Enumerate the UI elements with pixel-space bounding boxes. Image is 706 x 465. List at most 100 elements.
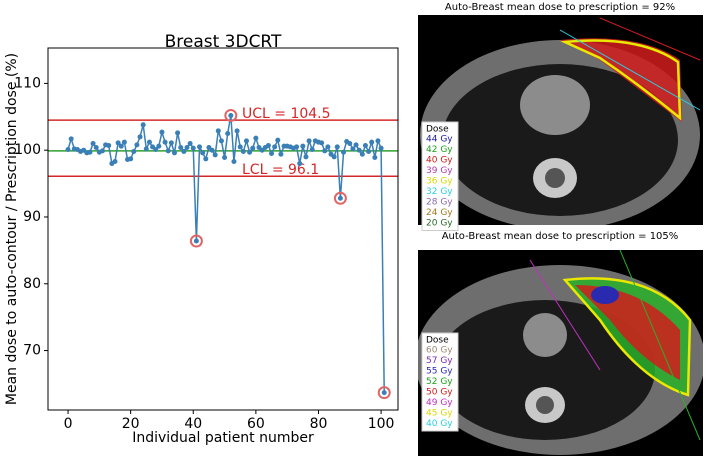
chart-title: Breast 3DCRT [165, 32, 282, 52]
legend-entry: 40 Gy [426, 419, 453, 429]
data-point [146, 139, 152, 145]
data-point [350, 146, 356, 152]
data-point [265, 143, 271, 149]
legend-entry: 55 Gy [426, 367, 453, 377]
legend-entry: 45 Gy [426, 409, 453, 419]
data-point [272, 144, 278, 150]
data-point [90, 141, 96, 147]
data-point [175, 130, 181, 136]
data-point [121, 139, 127, 145]
data-point [193, 238, 199, 244]
x-tick-label: 20 [122, 416, 140, 432]
image-title: Auto-Breast mean dose to prescription = … [445, 2, 675, 13]
data-point [118, 143, 124, 149]
y-axis-label: Mean dose to auto-contour / Prescription… [4, 53, 20, 405]
data-point [253, 135, 259, 141]
data-point [99, 148, 105, 154]
plot-frame [47, 47, 399, 411]
legend-entry: 60 Gy [426, 346, 453, 356]
data-point [347, 141, 353, 147]
data-point [87, 149, 93, 155]
data-point [215, 128, 221, 134]
data-point [143, 146, 149, 152]
data-point [247, 149, 253, 155]
data-point [294, 144, 300, 150]
data-point [106, 143, 112, 149]
x-tick-label: 80 [310, 416, 328, 432]
data-point [309, 147, 315, 153]
data-point [228, 112, 234, 118]
data-point [162, 139, 168, 145]
data-point [218, 138, 224, 144]
y-tick-label: 80 [23, 276, 41, 292]
legend-entry: 24 Gy [426, 208, 453, 218]
data-point [112, 159, 118, 165]
data-point [140, 122, 146, 128]
legend-entry: 40 Gy [426, 156, 453, 166]
data-point [297, 161, 303, 167]
data-point [303, 154, 309, 160]
outlier-circle [377, 386, 391, 400]
legend-title: Dose [426, 336, 449, 346]
reference-label: UCL = 104.5 [242, 106, 331, 122]
data-point [375, 138, 381, 144]
data-point [356, 147, 362, 153]
y-tick-label: 110 [14, 75, 41, 91]
data-point [197, 144, 203, 150]
data-point [275, 137, 281, 143]
data-point [240, 149, 246, 155]
data-point [156, 143, 162, 149]
legend-entry: 50 Gy [426, 388, 453, 398]
data-point [231, 159, 237, 165]
data-point [134, 142, 140, 148]
data-point [171, 150, 177, 156]
data-point [159, 129, 165, 135]
data-point [209, 147, 215, 153]
data-point [225, 130, 231, 136]
reference-label: LCL = 96.1 [242, 162, 319, 178]
data-point [366, 149, 372, 155]
data-point [243, 138, 249, 144]
data-point [187, 141, 193, 147]
data-point [300, 143, 306, 149]
data-point [203, 156, 209, 162]
data-point [353, 142, 359, 148]
data-point [331, 154, 337, 160]
data-point [181, 149, 187, 155]
data-point [115, 140, 121, 146]
data-point [165, 148, 171, 154]
data-point [337, 195, 343, 201]
data-point [359, 151, 365, 157]
data-point [250, 145, 256, 151]
legend-entry: 36 Gy [426, 177, 453, 187]
data-point [68, 136, 74, 142]
data-point [93, 145, 99, 151]
legend-entry: 20 Gy [426, 219, 453, 229]
data-point [237, 144, 243, 150]
legend-box [421, 332, 459, 432]
legend-entry: 32 Gy [426, 187, 453, 197]
data-point [178, 145, 184, 151]
data-point [381, 390, 387, 396]
legend-entry: 39 Gy [426, 166, 453, 176]
legend-entry: 49 Gy [426, 398, 453, 408]
outlier-circle [189, 234, 203, 248]
data-point [168, 140, 174, 146]
data-point [65, 147, 71, 153]
legend-entry: 42 Gy [426, 145, 453, 155]
data-point [306, 138, 312, 144]
data-point [372, 155, 378, 161]
data-point [362, 143, 368, 149]
legend-entry: 52 Gy [426, 377, 453, 387]
legend-entry: 28 Gy [426, 198, 453, 208]
x-tick-label: 100 [368, 416, 395, 432]
data-point [369, 139, 375, 145]
data-point [222, 155, 228, 161]
ct-image-top [418, 15, 703, 225]
data-point [234, 128, 240, 134]
data-point [278, 151, 284, 157]
data-point [269, 151, 275, 157]
data-point [378, 145, 384, 151]
data-point [184, 145, 190, 151]
